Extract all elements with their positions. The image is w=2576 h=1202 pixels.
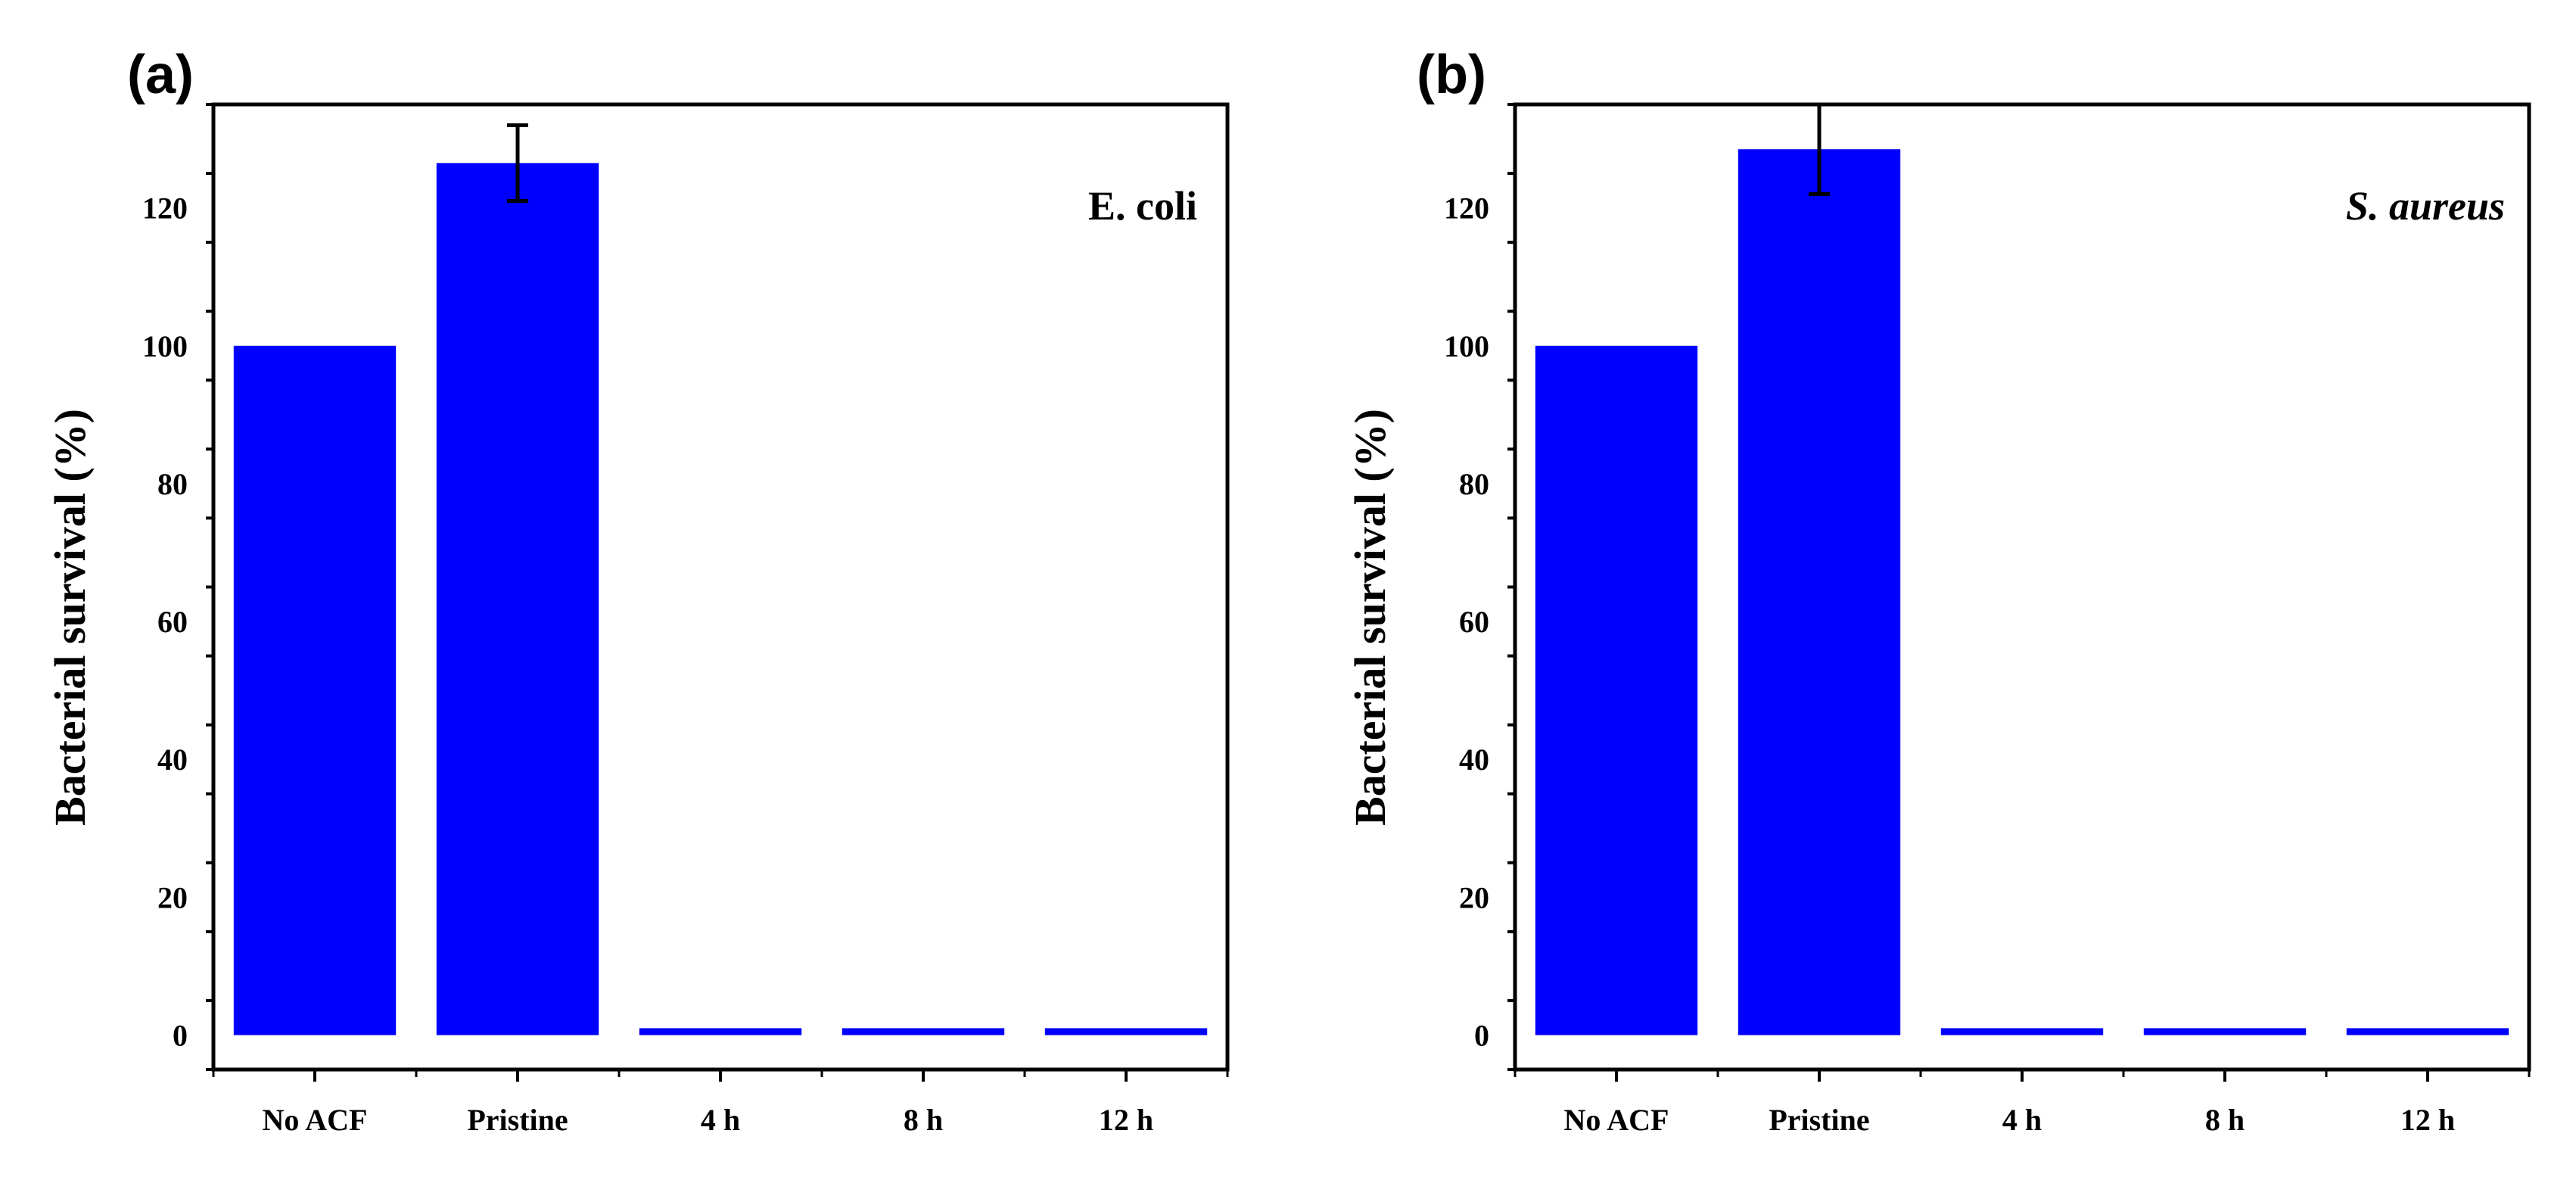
bar-8-h bbox=[2143, 1028, 2307, 1035]
y-tick-label: 100 bbox=[142, 329, 188, 363]
y-tick-label: 80 bbox=[1459, 467, 1489, 501]
panel-label: (b) bbox=[1417, 45, 1486, 105]
bar-no-acf bbox=[233, 345, 397, 1035]
x-tick-label: No ACF bbox=[1564, 1103, 1669, 1137]
y-tick-label: 40 bbox=[1459, 743, 1489, 777]
bar-4-h bbox=[639, 1028, 802, 1035]
error-bar-pristine bbox=[507, 123, 528, 203]
x-tick-label: 4 h bbox=[701, 1103, 740, 1137]
x-tick-label: 8 h bbox=[904, 1103, 943, 1137]
x-tick-label: 8 h bbox=[2205, 1103, 2245, 1137]
bar-no-acf bbox=[1535, 345, 1698, 1035]
bar-pristine bbox=[436, 163, 599, 1035]
y-tick-label: 0 bbox=[1474, 1018, 1489, 1052]
x-tick-label: 4 h bbox=[2002, 1103, 2042, 1137]
y-tick-label: 60 bbox=[1459, 605, 1489, 639]
y-axis-label: Bacterial survival (%) bbox=[45, 409, 95, 826]
y-tick-label: 100 bbox=[1444, 329, 1489, 363]
panel-label: (a) bbox=[127, 45, 194, 105]
y-tick-label: 20 bbox=[1459, 880, 1489, 914]
bar-8-h bbox=[842, 1028, 1005, 1035]
y-tick-label: 120 bbox=[1444, 192, 1489, 226]
y-tick-label: 20 bbox=[157, 880, 188, 914]
x-tick-label: 12 h bbox=[1099, 1103, 1153, 1137]
chart-panel-b: 0 20 40 60 80 100 120 No ACF Pristine 4 h 8 h 12 h B… bbox=[1346, 45, 2531, 1137]
bar-12-h bbox=[1044, 1028, 1208, 1035]
y-tick-label: 40 bbox=[157, 743, 188, 777]
y-tick-label: 60 bbox=[157, 605, 188, 639]
bar-4-h bbox=[1940, 1028, 2104, 1035]
y-axis-label: Bacterial survival (%) bbox=[1346, 409, 1395, 826]
y-tick-label: 80 bbox=[157, 467, 188, 501]
organism-annotation: S. aureus bbox=[2346, 183, 2505, 229]
y-tick-label: 120 bbox=[142, 192, 188, 226]
x-tick-label: 12 h bbox=[2400, 1103, 2455, 1137]
x-tick-label: Pristine bbox=[467, 1103, 568, 1137]
chart-panel-a: 0 20 40 60 80 100 120 No ACF Pristine 4 h 8 h 12 h B… bbox=[45, 45, 1230, 1137]
x-tick-label: Pristine bbox=[1769, 1103, 1869, 1137]
organism-annotation: E. coli bbox=[1088, 183, 1197, 229]
bar-pristine bbox=[1738, 149, 1901, 1035]
y-tick-label: 0 bbox=[173, 1018, 188, 1052]
bar-12-h bbox=[2346, 1028, 2509, 1035]
x-tick-label: No ACF bbox=[263, 1103, 368, 1137]
